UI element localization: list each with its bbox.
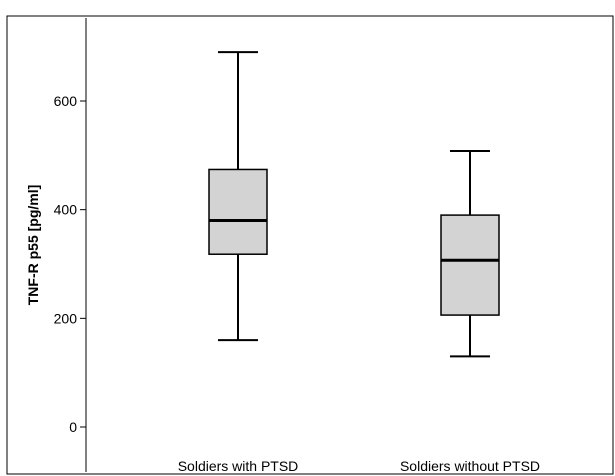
y-tick-label: 400 xyxy=(54,202,78,218)
plot-frame xyxy=(6,15,614,475)
x-axis-labels: Soldiers with PTSD Soldiers without PTSD xyxy=(178,458,540,474)
box-group xyxy=(208,51,268,342)
iqr-box xyxy=(208,168,268,255)
y-axis-ticks: 0 200 400 600 xyxy=(54,93,86,435)
x-tick-label: Soldiers with PTSD xyxy=(178,458,299,474)
y-axis-title: TNF-R p55 [pg/ml] xyxy=(25,185,41,306)
iqr-box xyxy=(440,214,500,316)
box-group xyxy=(440,149,500,358)
boxes xyxy=(208,51,500,358)
y-tick-label: 600 xyxy=(54,93,78,109)
x-tick-label: Soldiers without PTSD xyxy=(400,458,540,474)
y-tick-label: 200 xyxy=(54,310,78,326)
y-tick-label: 0 xyxy=(69,419,77,435)
